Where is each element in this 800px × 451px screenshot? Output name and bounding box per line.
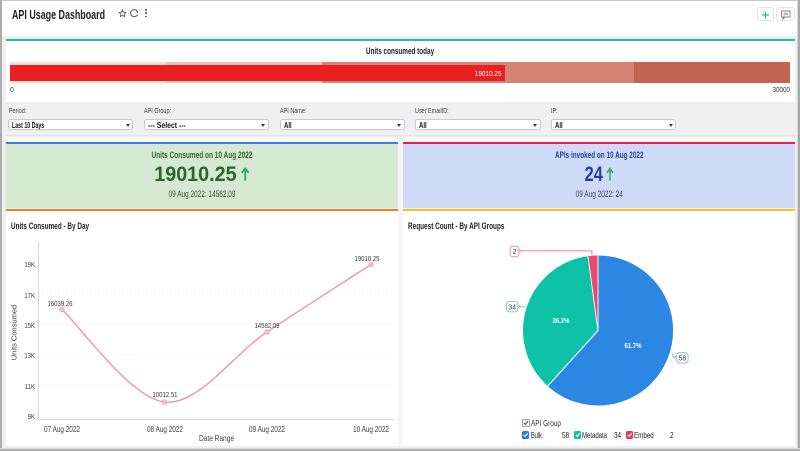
svg-text:2: 2 xyxy=(513,249,517,256)
svg-text:58: 58 xyxy=(679,356,687,363)
svg-text:34: 34 xyxy=(508,304,516,311)
